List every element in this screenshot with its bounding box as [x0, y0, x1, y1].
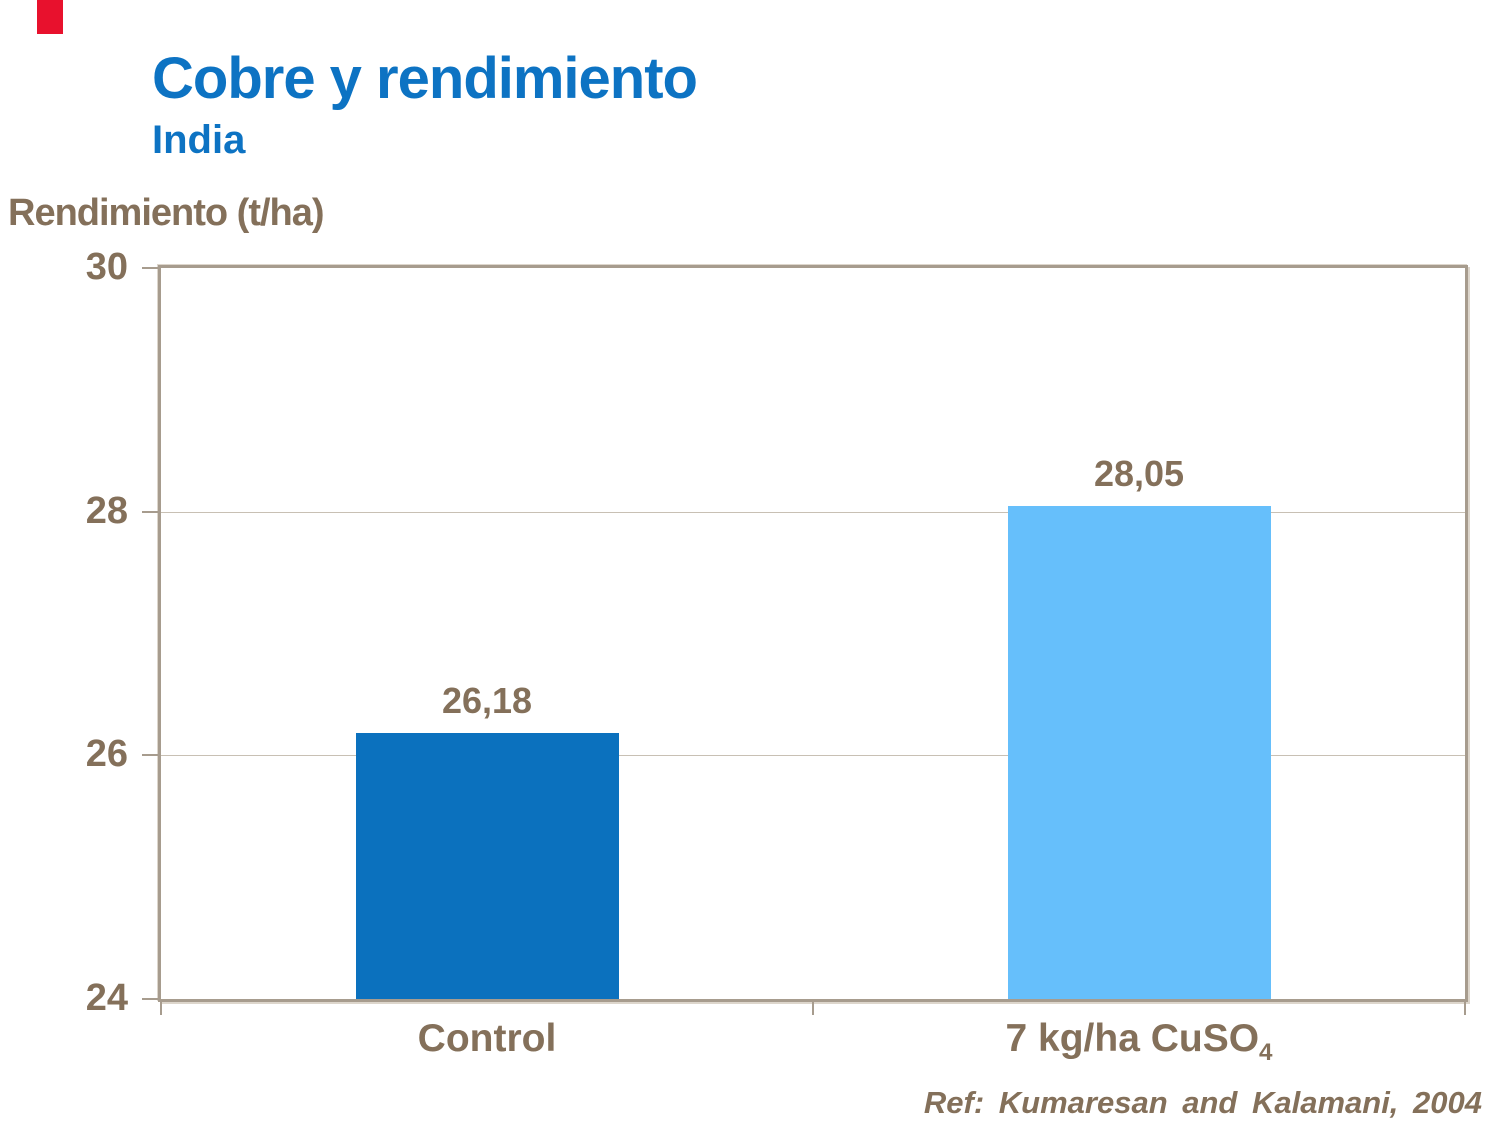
- y-axis-tick-30: [142, 267, 158, 269]
- reference-citation: Ref: Kumaresan and Kalamani, 2004: [923, 1085, 1482, 1120]
- bar-value-label-0: 26,18: [441, 680, 533, 722]
- x-axis-tick-0: [160, 999, 162, 1015]
- y-axis-tick-26: [142, 754, 158, 757]
- gridline-28: [161, 511, 1465, 513]
- y-tick-label-28: 28: [85, 489, 128, 532]
- x-axis-tick-2: [1464, 999, 1466, 1015]
- category-label-0: Control: [417, 1017, 557, 1060]
- title-block: Cobre y rendimiento India: [152, 46, 698, 162]
- bar-treatment: [1007, 505, 1271, 999]
- y-axis-tick-24: [142, 998, 158, 1000]
- bar-value-label-1: 28,05: [1093, 452, 1185, 494]
- category-label-1: 7 kg/ha CuSO4: [1005, 1017, 1273, 1066]
- gridline-26: [161, 755, 1465, 757]
- y-tick-label-26: 26: [85, 733, 128, 776]
- bar-control: [355, 733, 619, 999]
- slide-title: Cobre y rendimiento: [152, 46, 698, 111]
- y-tick-label-30: 30: [85, 246, 128, 289]
- y-axis-title: Rendimiento (t/ha): [8, 192, 325, 234]
- slide-subtitle: India: [152, 118, 246, 162]
- x-axis-tick-1: [812, 999, 814, 1015]
- brand-accent-mark: [37, 0, 63, 34]
- y-tick-label-24: 24: [85, 977, 128, 1020]
- plot-area: 24 26 28 30 26,18 Control 28,05 7 kg/ha CuSO4: [86, 248, 1468, 1064]
- y-axis-tick-28: [142, 510, 158, 513]
